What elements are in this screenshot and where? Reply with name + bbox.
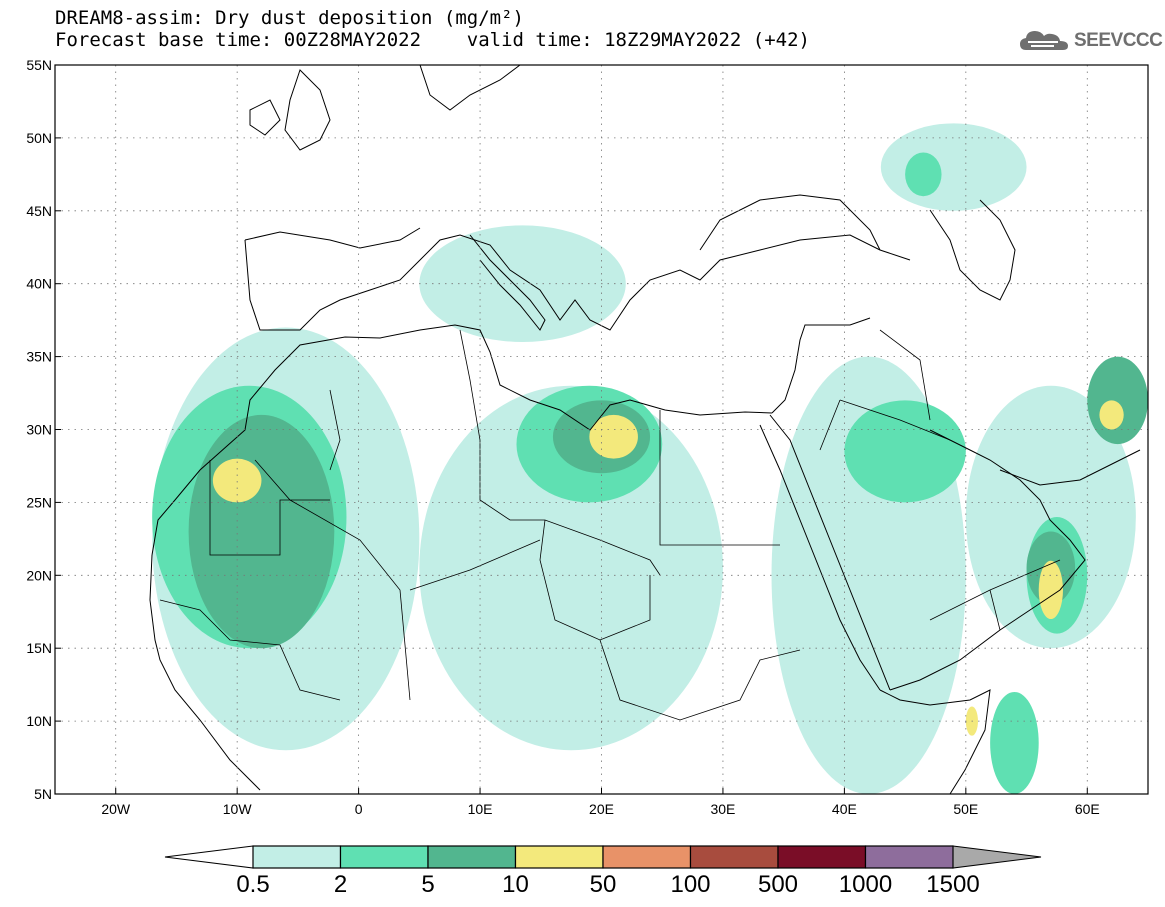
dust-region-16 (212, 458, 262, 503)
seevccc-logo: SEEVCCC (1018, 26, 1163, 56)
colorbar-label-8: 1500 (926, 871, 979, 898)
coastline-scandinavia (419, 65, 521, 111)
y-tick-label-10: 5N (34, 786, 52, 802)
dust-region-5 (880, 123, 1027, 211)
latitude-axis: 55N 50N 45N 40N 35N 30N 25N 20N 15N 10N 5N (26, 57, 61, 802)
dust-region-19 (1099, 400, 1124, 430)
y-tick-label-2: 45N (26, 203, 52, 219)
colorbar-label-3: 10 (502, 871, 529, 898)
cloud-icon (1020, 31, 1068, 50)
colorbar-swatch-1 (339, 845, 429, 869)
y-tick-label-8: 15N (26, 640, 52, 656)
coastline-west-africa (149, 554, 261, 791)
longitude-axis: 20W 10W 0 10E 20E 30E 40E 50E 60E (101, 788, 1100, 817)
dust-region-8 (844, 400, 966, 503)
colorbar-swatch-2 (427, 845, 517, 869)
coastline-caspian (929, 199, 1016, 301)
x-tick-label-1: 10W (223, 801, 253, 817)
dust-region-12 (188, 414, 335, 649)
colorbar-swatch-7 (864, 845, 954, 869)
map-title: DREAM8-assim: Dry dust deposition (mg/m²… (55, 7, 524, 29)
coastline-persian-gulf (999, 449, 1141, 486)
x-tick-label-3: 10E (468, 801, 493, 817)
coastline-arabia (889, 429, 1086, 691)
logo-text: SEEVCCC (1074, 30, 1163, 51)
colorbar-swatch-0 (252, 845, 342, 869)
y-tick-label-6: 25N (26, 494, 52, 510)
x-tick-label-2: 0 (355, 801, 363, 817)
colorbar-label-6: 500 (758, 871, 798, 898)
colorbar-label-2: 5 (421, 871, 434, 898)
x-tick-label-0: 20W (101, 801, 131, 817)
coastline-europe (244, 234, 911, 331)
coastline-italy (469, 234, 546, 331)
colorbar-label-4: 50 (590, 871, 617, 898)
y-tick-label-0: 55N (26, 57, 52, 73)
y-tick-label-3: 40N (26, 276, 52, 292)
dust-region-14 (1087, 356, 1148, 445)
border-lines (159, 329, 1061, 721)
x-tick-label-4: 20E (589, 801, 614, 817)
forecast-time-subtitle: Forecast base time: 00Z28MAY2022 valid t… (55, 29, 810, 51)
colorbar-swatch-6 (777, 845, 867, 869)
y-tick-label-4: 35N (26, 349, 52, 365)
x-tick-label-6: 40E (832, 801, 857, 817)
dust-region-17 (589, 414, 638, 459)
coastline-levant (771, 317, 871, 414)
coastline-iberia-north (244, 227, 421, 249)
dust-region-4 (419, 225, 626, 343)
colorbar-under-arrow (164, 845, 254, 869)
coastline-layer (149, 65, 1141, 794)
colorbar-label-1: 2 (334, 871, 347, 898)
colorbar-legend: 0.5 2 5 10 50 100 500 1000 1500 (164, 845, 1042, 898)
dust-region-11 (905, 152, 942, 197)
colorbar-swatch-3 (514, 845, 604, 869)
y-tick-label-5: 30N (26, 422, 52, 438)
coastline-uk (249, 69, 331, 151)
x-tick-label-8: 60E (1075, 801, 1100, 817)
y-tick-label-9: 10N (26, 713, 52, 729)
dust-region-3 (965, 385, 1136, 649)
coastline-black-sea (699, 194, 881, 251)
x-tick-label-7: 50E (953, 801, 978, 817)
colorbar-swatch-4 (602, 845, 692, 869)
y-tick-label-1: 50N (26, 130, 52, 146)
dust-region-10 (990, 691, 1039, 794)
coastline-red-sea (759, 414, 891, 691)
colorbar-label-7: 1000 (839, 871, 892, 898)
colorbar-swatch-5 (689, 845, 779, 869)
x-tick-label-5: 30E (710, 801, 735, 817)
coastline-horn-africa (879, 689, 991, 794)
colorbar-over-arrow (952, 845, 1042, 869)
colorbar-label-5: 100 (670, 871, 710, 898)
colorbar-label-0: 0.5 (236, 871, 269, 898)
y-tick-label-7: 20N (26, 567, 52, 583)
